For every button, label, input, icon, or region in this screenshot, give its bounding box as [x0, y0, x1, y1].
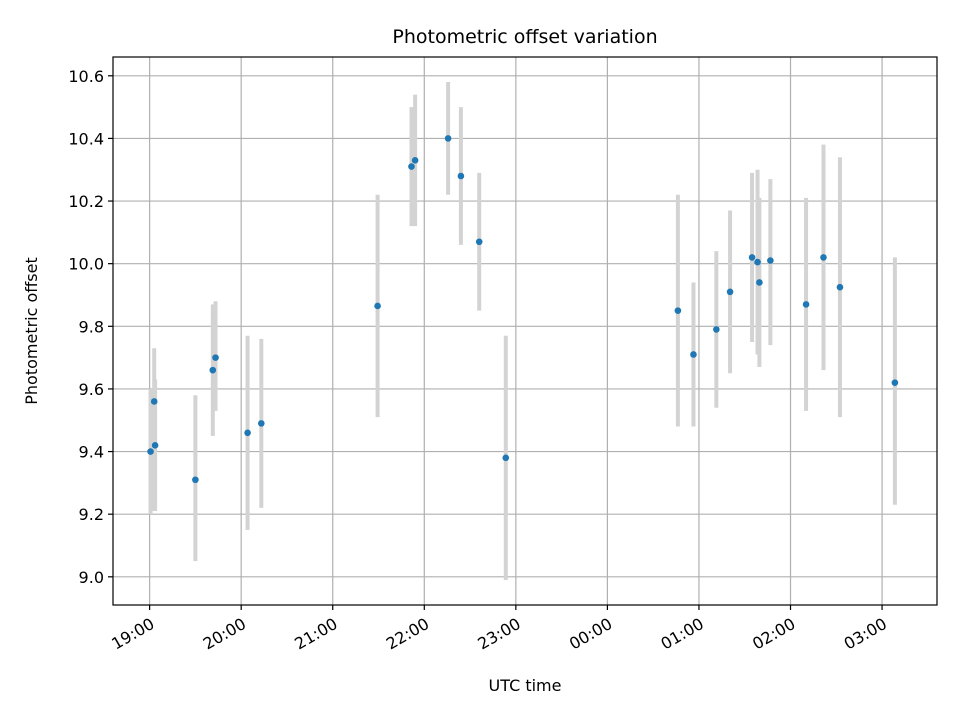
data-point — [836, 283, 844, 291]
data-point — [767, 257, 774, 264]
data-point — [444, 135, 452, 142]
data-point — [457, 172, 465, 180]
data-point — [802, 301, 810, 308]
y-tick-label: 9.4 — [79, 443, 104, 462]
data-point — [674, 307, 682, 314]
data-point — [726, 288, 734, 296]
data-point — [820, 254, 827, 261]
data-point — [754, 258, 761, 266]
data-point — [891, 379, 899, 386]
data-point — [690, 351, 697, 358]
y-axis: 9.0 9.2 9.4 9.6 9.8 10.0 10.2 10.4 10.6 — [68, 67, 113, 587]
y-tick-label: 9.2 — [79, 505, 104, 524]
data-point — [209, 366, 217, 374]
y-axis-label: Photometric offset — [22, 257, 41, 405]
y-tick-label: 9.0 — [79, 568, 104, 587]
data-point — [756, 279, 763, 286]
data-point — [374, 302, 381, 310]
data-point — [713, 326, 720, 333]
data-point — [212, 354, 219, 361]
data-point — [244, 429, 251, 437]
data-point — [475, 238, 483, 246]
data-point — [147, 448, 154, 455]
y-tick-label: 10.0 — [68, 255, 104, 274]
y-tick-label: 10.4 — [68, 129, 104, 148]
data-point — [192, 476, 199, 484]
y-tick-label: 9.8 — [79, 317, 104, 336]
y-tick-label: 10.6 — [68, 67, 104, 86]
x-axis-label: UTC time — [489, 676, 562, 695]
y-tick-label: 9.6 — [79, 380, 104, 399]
data-point — [408, 163, 415, 170]
plot-frame — [112, 56, 938, 606]
data-point — [411, 157, 419, 164]
grid-lines — [113, 57, 937, 605]
data-point — [748, 254, 756, 261]
chart-title: Photometric offset variation — [392, 26, 657, 48]
data-point — [151, 441, 159, 449]
data-points — [147, 135, 899, 484]
data-point — [150, 398, 158, 405]
data-point — [258, 420, 265, 427]
data-point — [502, 454, 510, 462]
y-tick-label: 10.2 — [68, 192, 104, 211]
